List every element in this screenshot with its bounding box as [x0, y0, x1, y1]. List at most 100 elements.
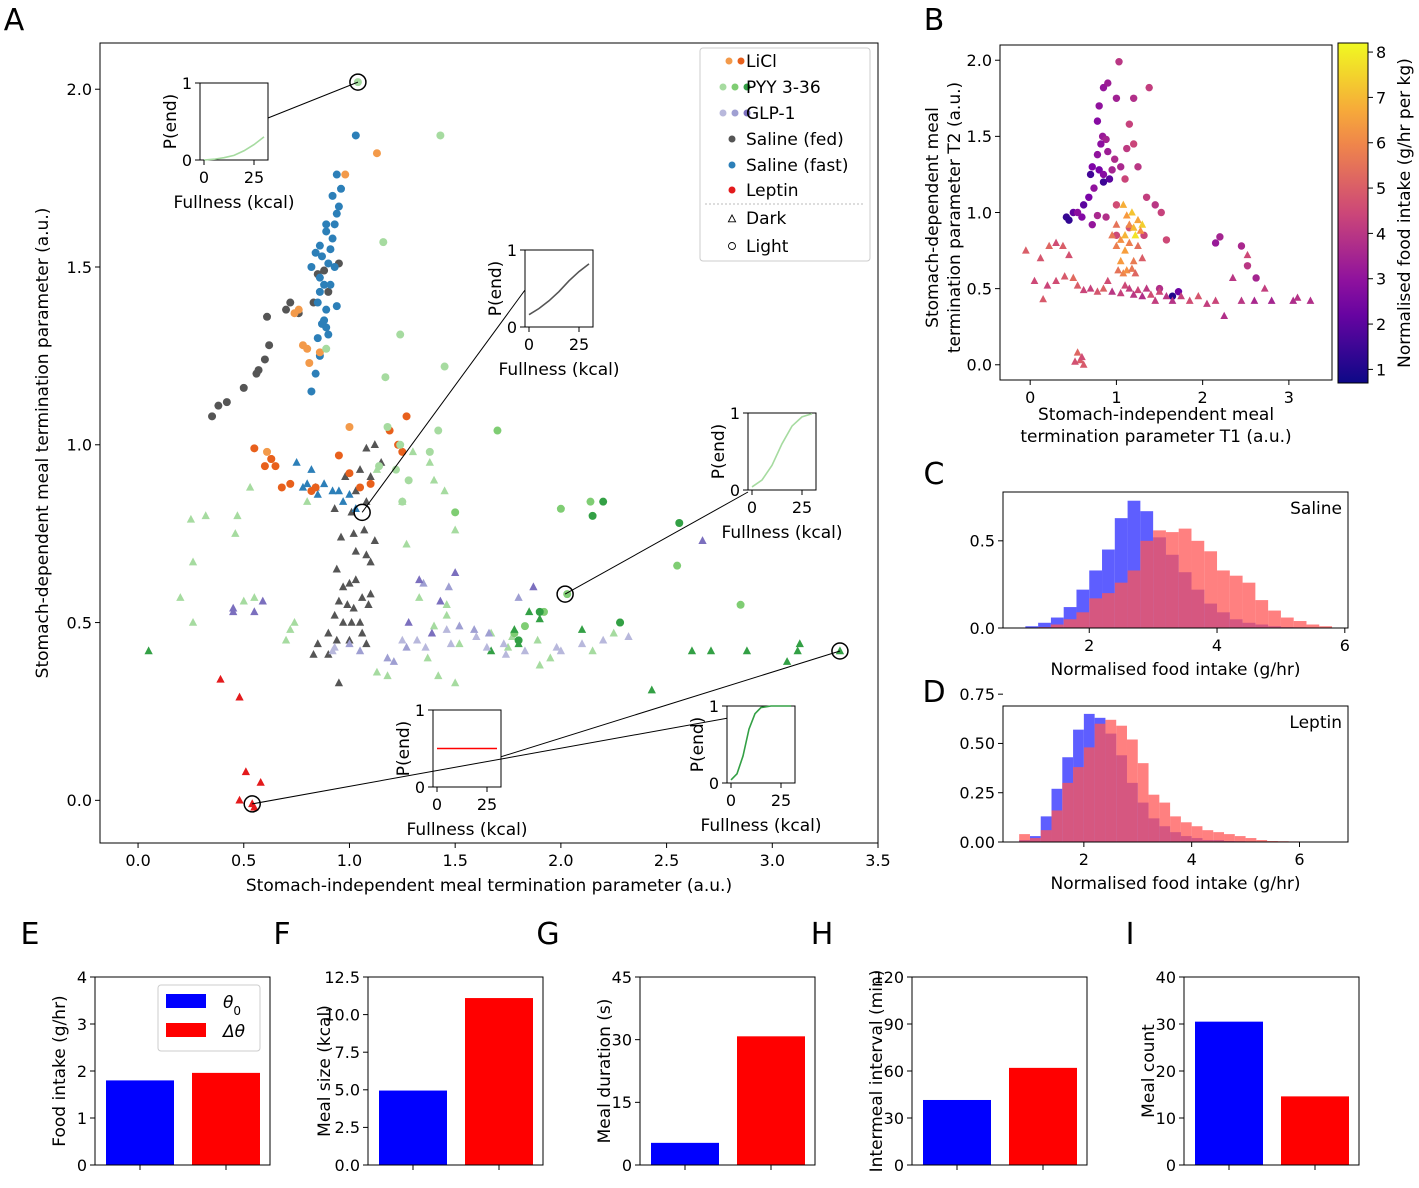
scatter-point: [1115, 58, 1123, 66]
scatter-point: [1237, 242, 1246, 250]
panel-letter-g: G: [536, 917, 559, 952]
scatter-point: [260, 355, 269, 364]
panel-a-xtick-label: 0.0: [125, 851, 150, 870]
legend-label: Light: [746, 237, 789, 257]
scatter-point: [1121, 281, 1129, 289]
scatter-point: [235, 795, 244, 804]
bar-legend-label: Δθ: [221, 1022, 246, 1042]
histogram-ytick-label: 0.50: [959, 734, 995, 753]
inset-ytick-label: 0: [507, 318, 517, 337]
scatter-point: [525, 607, 534, 616]
scatter-point: [404, 617, 413, 626]
scatter-point: [1114, 266, 1123, 274]
panel-b-ylabel-line1: Stomach-dependent meal: [923, 107, 943, 328]
histogram-bar: [1191, 826, 1203, 842]
scatter-point: [307, 263, 316, 271]
scatter-point: [486, 646, 496, 655]
colorbar-tick-label: 6: [1376, 134, 1386, 153]
histogram-bar: [1213, 832, 1225, 842]
scatter-point: [1099, 170, 1108, 179]
scatter-point: [1306, 296, 1315, 304]
bar: [465, 998, 533, 1165]
scatter-point: [355, 646, 365, 655]
scatter-point: [188, 557, 198, 566]
scatter-point: [510, 625, 519, 633]
scatter-point: [1022, 246, 1030, 254]
scatter-point: [208, 412, 217, 421]
histogram-xlabel: Normalised food intake (g/hr): [1051, 874, 1301, 894]
inset-ylabel: P(end): [394, 721, 414, 777]
colorbar-tick-label: 4: [1376, 224, 1386, 243]
scatter-point: [216, 674, 225, 683]
scatter-point: [229, 607, 238, 616]
scatter-point: [366, 479, 375, 488]
scatter-point: [1093, 117, 1102, 125]
scatter-point: [315, 287, 324, 296]
scatter-point: [277, 483, 286, 492]
panel-a-ylabel: Stomach-dependent meal termination param…: [33, 208, 53, 679]
histogram-bar: [1038, 622, 1051, 628]
scatter-point: [303, 344, 312, 353]
scatter-point: [396, 440, 405, 449]
scatter-point: [286, 479, 295, 488]
bar-ytick-label: 7.5: [335, 1043, 360, 1062]
colorbar-label: Normalised food intake (g/hr per kg): [1395, 58, 1415, 368]
inset-ytick-label: 0: [709, 774, 719, 793]
scatter-point: [341, 472, 350, 480]
bar-ytick-label: 45: [612, 968, 632, 987]
histogram-bar: [1178, 528, 1192, 628]
scatter-point: [324, 628, 333, 637]
bar-ytick-label: 20: [1156, 1062, 1176, 1081]
scatter-point: [330, 263, 339, 271]
scatter-point: [533, 635, 542, 644]
scatter-point: [1088, 220, 1096, 229]
scatter-point: [267, 455, 276, 463]
bar-ytick-label: 0: [894, 1156, 904, 1175]
legend-label: Saline (fed): [746, 130, 844, 150]
scatter-point: [442, 610, 451, 619]
histogram-bar: [1280, 617, 1294, 628]
inset-ylabel: P(end): [161, 94, 181, 150]
scatter-point: [835, 646, 845, 655]
panel-a-ytick-label: 1.0: [67, 436, 92, 455]
inset-xlabel: Fullness (kcal): [173, 193, 294, 213]
panel-a-frame: [99, 42, 879, 844]
scatter-point: [1117, 163, 1125, 171]
scatter-point: [334, 678, 344, 687]
scatter-point: [355, 465, 365, 473]
scatter-point: [698, 536, 707, 544]
panel-a-legend: LiCl PYY 3-36 GLP-1 Saline (fed) Saline (fas…: [699, 47, 871, 262]
scatter-point: [1086, 284, 1095, 292]
histogram-bar: [1140, 540, 1154, 628]
scatter-point: [1071, 357, 1079, 365]
scatter-point: [362, 443, 371, 452]
bar-ylabel: Intermeal interval (min): [867, 970, 887, 1173]
scatter-point: [1112, 94, 1121, 102]
legend-marker: [731, 83, 739, 91]
histogram-title: Leptin: [1289, 713, 1342, 733]
panel-letter-i: I: [1126, 917, 1135, 952]
scatter-point: [265, 341, 274, 350]
scatter-point: [415, 575, 424, 584]
scatter-point: [1036, 253, 1045, 262]
colorbar: [1337, 42, 1369, 384]
scatter-point: [330, 504, 339, 512]
scatter-point: [1059, 241, 1067, 250]
inset-ylabel: P(end): [486, 261, 506, 317]
scatter-point: [793, 646, 802, 655]
scatter-point: [402, 642, 411, 651]
inset-xlabel: Fullness (kcal): [721, 523, 842, 543]
scatter-point: [1216, 233, 1224, 241]
scatter-point: [1123, 144, 1131, 153]
scatter-point: [311, 248, 320, 257]
panel-a-scatter: 0.0 0.5 1.0 1.5 2.0 2.5 3.0 3.5 0.0 0.5 1.0 1.5 2.0 S…: [33, 42, 891, 896]
panel-b-ytick-label: 0.5: [967, 279, 992, 298]
scatter-point: [313, 489, 322, 498]
histogram-bar: [1025, 626, 1039, 628]
scatter-point: [1093, 287, 1102, 295]
histogram-xtick-label: 4: [1212, 636, 1222, 655]
scatter-point: [1121, 231, 1129, 239]
scatter-point: [1079, 201, 1088, 209]
scatter-point: [1073, 208, 1082, 217]
scatter-point: [338, 582, 348, 591]
